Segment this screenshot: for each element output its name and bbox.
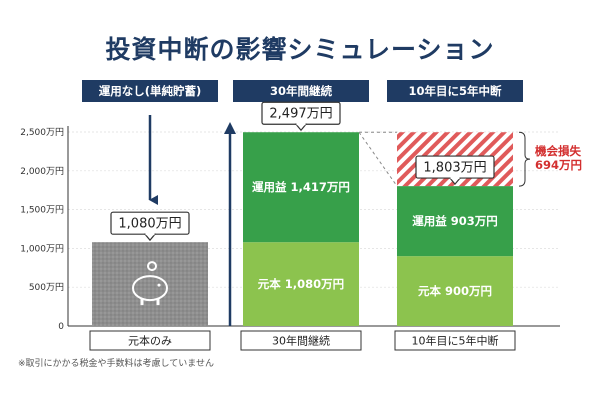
page-title: 投資中断の影響シミュレーション — [105, 35, 495, 64]
dashed-guide-diagonal — [358, 131, 398, 187]
coin-icon — [147, 261, 157, 272]
column-header: 30年間継続 — [270, 84, 333, 98]
loss-label: 機会損失 — [535, 144, 581, 158]
bar-segment — [397, 256, 513, 326]
total-callout-value: 2,497万円 — [269, 107, 332, 122]
up-arrow-head — [224, 122, 236, 134]
bar-segment — [243, 242, 359, 326]
y-tick-label: 2,000万円 — [20, 166, 64, 177]
segment-label: 元本 900万円 — [418, 284, 492, 298]
column-header-box — [82, 80, 218, 102]
bottom-label-box — [240, 330, 362, 351]
bar-segment — [243, 132, 359, 243]
y-tick-label: 0 — [58, 322, 64, 332]
column-header-box — [387, 80, 523, 102]
bottom-label-box — [394, 330, 516, 351]
y-tick-label: 2,500万円 — [20, 127, 64, 138]
segment-label: 運用益 903万円 — [412, 214, 498, 228]
bar-segment — [397, 186, 513, 257]
bottom-label-box — [89, 330, 211, 351]
column-header: 10年目に5年中断 — [408, 84, 502, 98]
bar-segment — [92, 242, 208, 326]
callout-pointer-mask — [296, 122, 306, 126]
footnote: ※取引にかかる税金や手数料は考慮していません — [18, 359, 215, 369]
loss-value: 694万円 — [535, 158, 582, 172]
total-callout-value: 1,080万円 — [118, 217, 181, 232]
y-tick-label: 1,000万円 — [20, 243, 64, 254]
segment-label: 元本 1,080万円 — [258, 277, 344, 291]
bottom-label: 30年間継続 — [272, 334, 330, 348]
bottom-label: 元本のみ — [128, 334, 172, 348]
bottom-label: 10年目に5年中断 — [412, 334, 499, 348]
loss-brace — [518, 131, 531, 187]
callout-pointer-mask — [450, 176, 460, 180]
callout-pointer-mask — [145, 232, 155, 236]
total-callout-value: 1,803万円 — [423, 161, 486, 176]
piggy-bank-icon — [132, 275, 168, 302]
y-tick-label: 500万円 — [29, 282, 64, 293]
piggy-eye — [157, 283, 161, 287]
segment-label: 運用益 1,417万円 — [252, 180, 350, 194]
column-header-box — [233, 80, 369, 102]
column-header: 運用なし(単純貯蓄) — [99, 84, 202, 98]
y-tick-label: 1,500万円 — [20, 205, 64, 216]
